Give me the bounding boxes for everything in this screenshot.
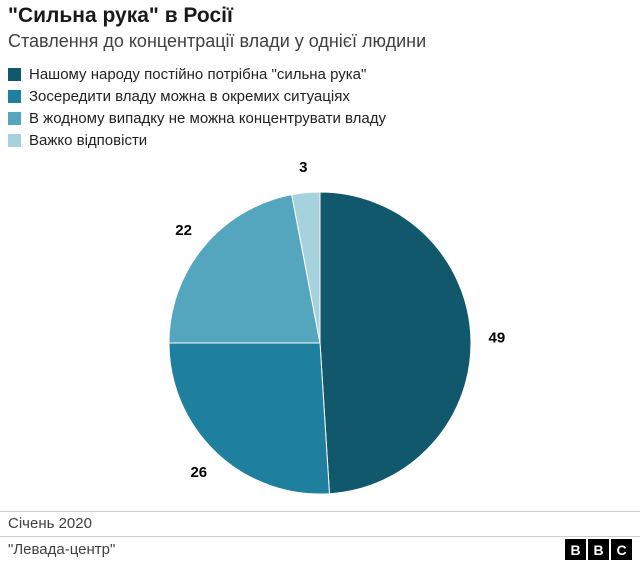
bbc-logo-block: B bbox=[588, 539, 609, 560]
footnote-date: Січень 2020 bbox=[8, 515, 92, 532]
slice-value-label: 26 bbox=[190, 464, 207, 481]
footer-divider-bottom bbox=[0, 536, 640, 537]
bbc-logo-block: B bbox=[565, 539, 586, 560]
pie-slice bbox=[291, 191, 321, 344]
legend-item: Нашому народу постійно потрібна "сильна … bbox=[8, 63, 386, 85]
chart-subtitle: Ставлення до концентрації влади у однієї… bbox=[8, 31, 427, 51]
slice-value-label: 22 bbox=[175, 222, 192, 239]
legend-swatch bbox=[8, 133, 21, 147]
chart-title: "Сильна рука" в Росії bbox=[8, 4, 233, 27]
pie-slice bbox=[168, 194, 321, 344]
source-label: "Левада-центр" bbox=[8, 541, 116, 558]
pie-slice bbox=[319, 191, 472, 495]
legend-label: Нашому народу постійно потрібна "сильна … bbox=[29, 65, 367, 83]
bbc-logo-block: C bbox=[611, 539, 632, 560]
footer-divider-top bbox=[0, 511, 640, 512]
legend: Нашому народу постійно потрібна "сильна … bbox=[8, 63, 386, 151]
legend-label: В жодному випадку не можна концентрувати… bbox=[29, 109, 386, 127]
legend-swatch bbox=[8, 89, 21, 103]
legend-item: В жодному випадку не можна концентрувати… bbox=[8, 107, 386, 129]
legend-item: Важко відповісти bbox=[8, 129, 386, 151]
legend-label: Зосередити владу можна в окремих ситуаці… bbox=[29, 87, 350, 105]
slice-value-label: 3 bbox=[299, 159, 307, 176]
legend-item: Зосередити владу можна в окремих ситуаці… bbox=[8, 85, 386, 107]
legend-swatch bbox=[8, 111, 21, 125]
slice-value-label: 49 bbox=[489, 329, 506, 346]
legend-label: Важко відповісти bbox=[29, 131, 148, 149]
pie-slice bbox=[168, 342, 331, 495]
legend-swatch bbox=[8, 67, 21, 81]
